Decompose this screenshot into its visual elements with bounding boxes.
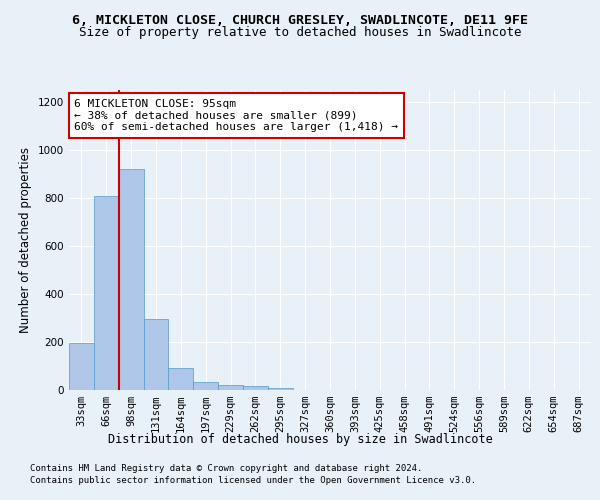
Bar (218, 385, 243, 390)
Text: 6, MICKLETON CLOSE, CHURCH GRESLEY, SWADLINCOTE, DE11 9FE: 6, MICKLETON CLOSE, CHURCH GRESLEY, SWAD… (72, 14, 528, 27)
Bar (143, 319, 169, 390)
Bar (243, 386, 268, 390)
Y-axis label: Number of detached properties: Number of detached properties (19, 147, 32, 333)
Text: Distribution of detached houses by size in Swadlincote: Distribution of detached houses by size … (107, 432, 493, 446)
Bar (268, 388, 293, 390)
Text: Contains public sector information licensed under the Open Government Licence v3: Contains public sector information licen… (30, 476, 476, 485)
Bar (94, 196, 119, 390)
Bar (69, 343, 94, 390)
Text: 6 MICKLETON CLOSE: 95sqm
← 38% of detached houses are smaller (899)
60% of semi-: 6 MICKLETON CLOSE: 95sqm ← 38% of detach… (74, 99, 398, 132)
Text: Size of property relative to detached houses in Swadlincote: Size of property relative to detached ho… (79, 26, 521, 39)
Text: Contains HM Land Registry data © Crown copyright and database right 2024.: Contains HM Land Registry data © Crown c… (30, 464, 422, 473)
Bar (169, 368, 193, 390)
Bar (193, 382, 218, 390)
Bar (119, 169, 143, 390)
